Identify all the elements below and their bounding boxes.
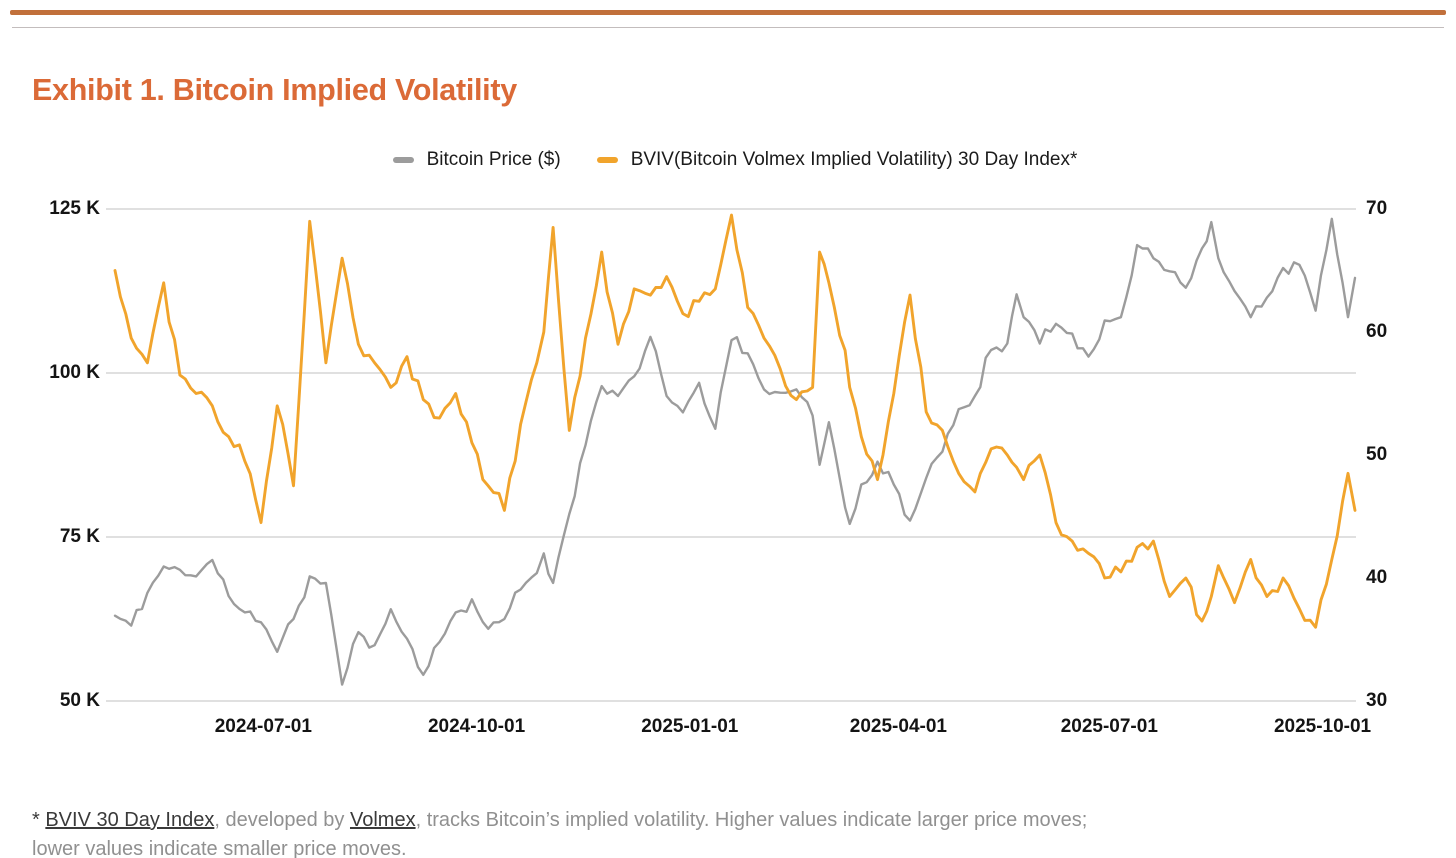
x-tick: 2025-07-01 <box>1060 716 1158 737</box>
x-tick: 2025-01-01 <box>641 716 739 737</box>
header-divider <box>12 27 1444 28</box>
legend-item-1: BVIV(Bitcoin Volmex Implied Volatility) … <box>596 149 1078 171</box>
legend-swatch-icon <box>392 157 414 163</box>
legend-label: Bitcoin Price ($) <box>426 149 561 170</box>
y-tick-right: 50 <box>1366 444 1388 465</box>
footnote-text-3: lower values indicate smaller price move… <box>32 837 407 858</box>
y-tick-left: 100 K <box>49 362 100 383</box>
top-accent-bar <box>10 10 1446 15</box>
legend-label: BVIV(Bitcoin Volmex Implied Volatility) … <box>630 149 1078 170</box>
y-tick-left: 75 K <box>59 526 100 547</box>
x-tick: 2025-10-01 <box>1273 716 1372 737</box>
series-paths <box>113 213 1357 686</box>
volmex-link[interactable]: Volmex <box>349 809 416 831</box>
x-tick: 2024-07-01 <box>214 716 312 737</box>
footnote-text-1: , developed by <box>214 809 350 831</box>
y-tick-right: 30 <box>1366 690 1388 711</box>
footnote-asterisk: * <box>32 809 46 831</box>
footnote-text-2: , tracks Bitcoin’s implied volatility. H… <box>415 809 1088 831</box>
chart-legend: Bitcoin Price ($) BVIV(Bitcoin Volmex Imp… <box>115 149 1355 171</box>
page-title: Exhibit 1. Bitcoin Implied Volatility <box>32 73 517 108</box>
legend-item-0: Bitcoin Price ($) <box>392 149 561 171</box>
bviv-index-link[interactable]: BVIV 30 Day Index <box>45 809 215 831</box>
legend-swatch-icon <box>596 157 618 163</box>
footnote: * BVIV 30 Day Index, developed by Volmex… <box>32 806 1372 858</box>
y-tick-right: 60 <box>1366 321 1388 342</box>
bitcoin-price-line <box>113 217 1357 686</box>
gridlines <box>106 208 1356 702</box>
x-tick: 2025-04-01 <box>849 716 947 737</box>
y-tick-right: 40 <box>1366 567 1388 588</box>
y-tick-right: 70 <box>1366 198 1388 219</box>
y-tick-left: 125 K <box>49 198 100 219</box>
x-tick: 2024-10-01 <box>427 716 526 737</box>
y-tick-left: 50 K <box>59 690 100 711</box>
bviv-index-line <box>113 213 1357 629</box>
